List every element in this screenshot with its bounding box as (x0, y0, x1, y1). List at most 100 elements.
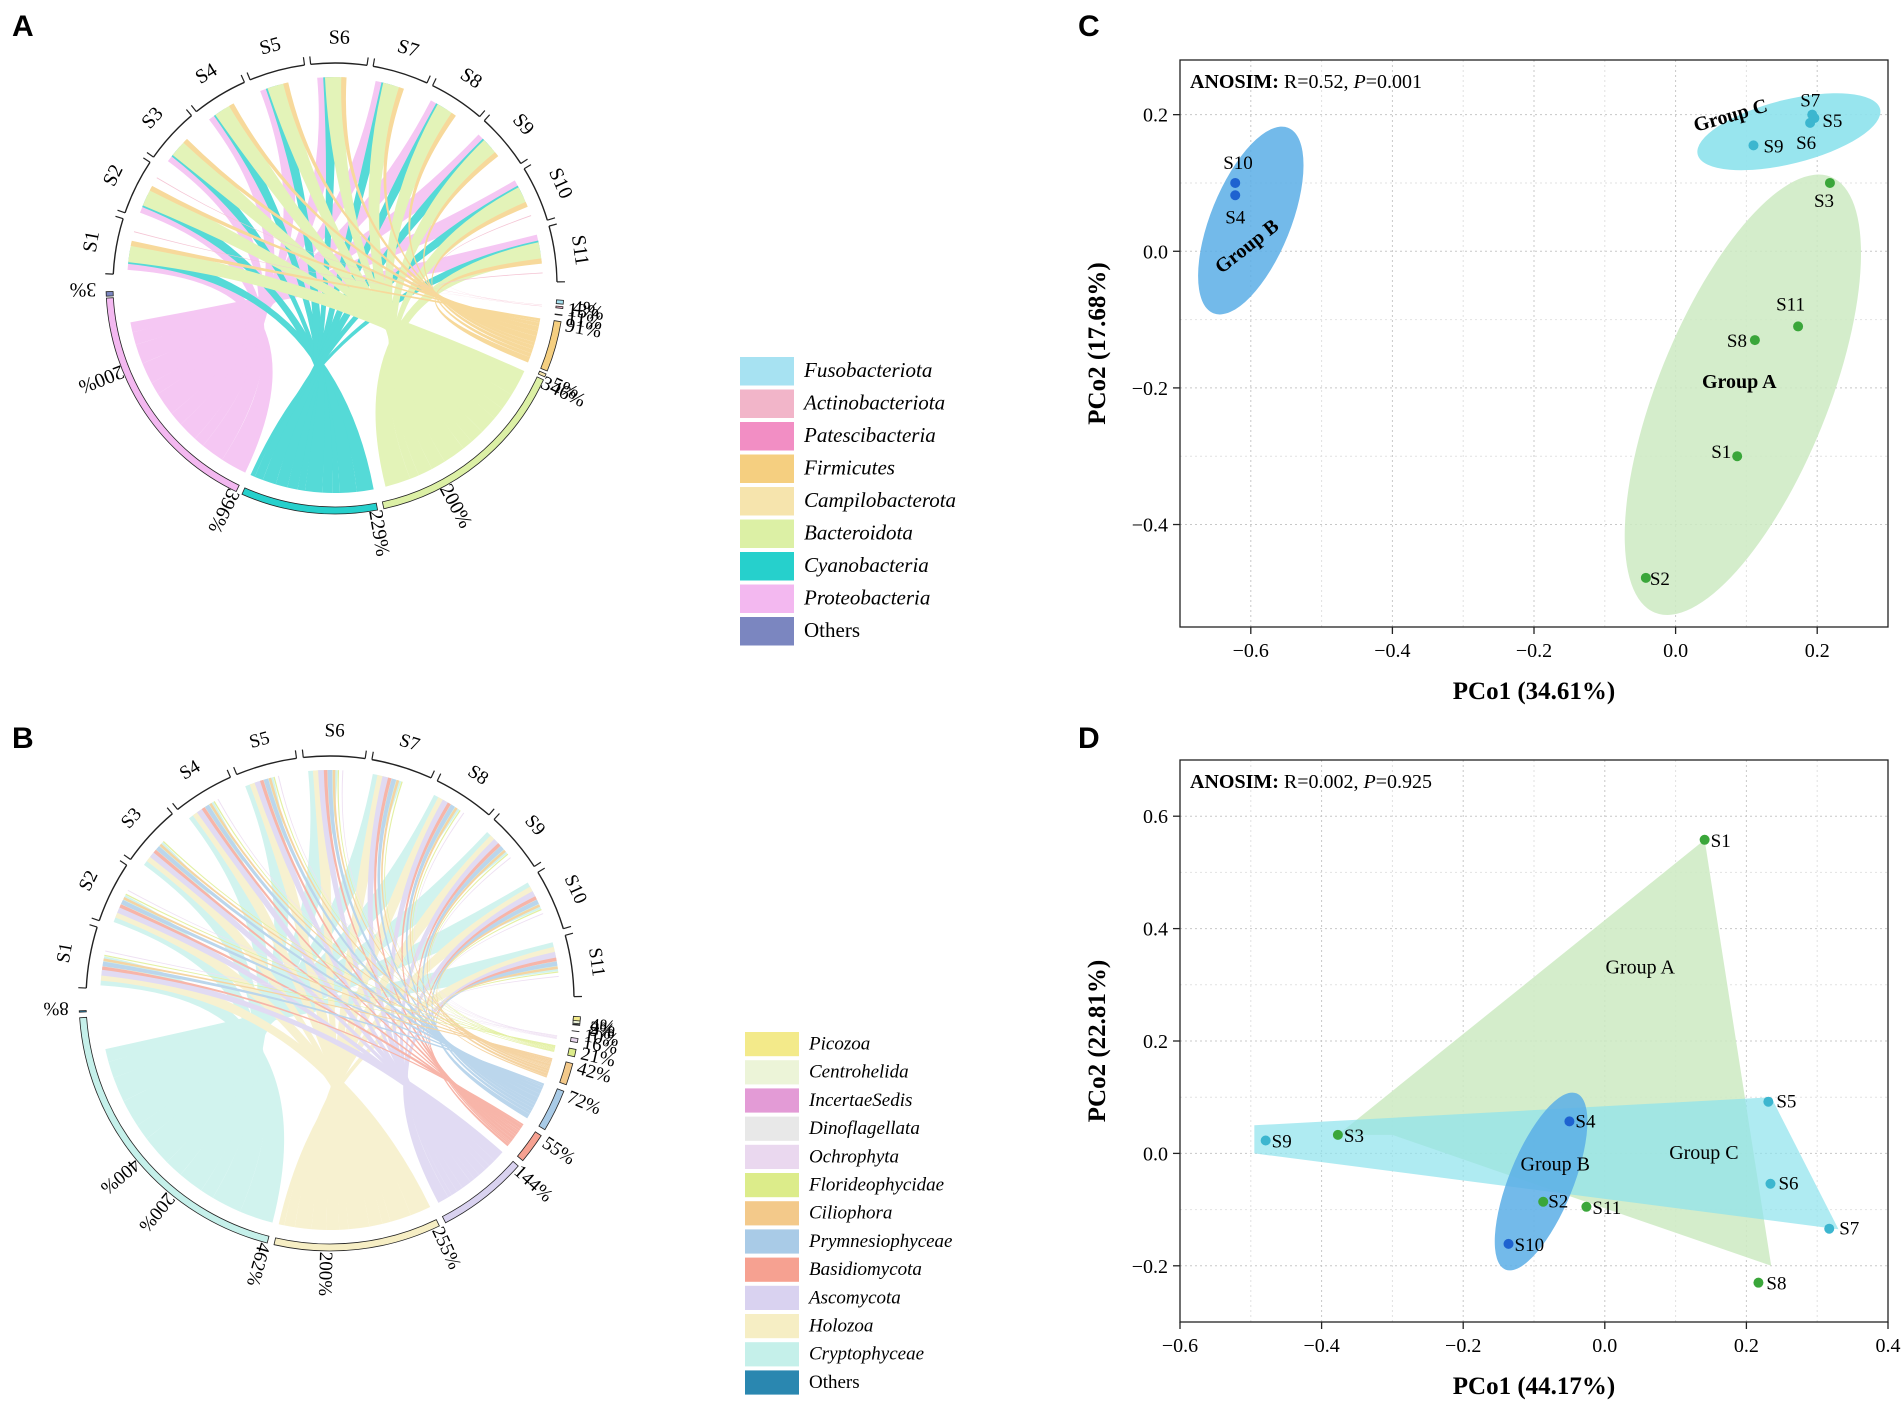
taxon-arc-fusobacteriota (555, 299, 564, 305)
sample-label-s8: S8 (456, 63, 486, 93)
sample-tick (301, 749, 304, 758)
taxon-arc-picozoa (572, 1015, 581, 1022)
taxon-pct-ascomycota: 144% (510, 1161, 557, 1207)
taxon-arc-prymnesiophyceae (538, 1088, 565, 1131)
sample-tick (426, 75, 431, 84)
sample-tick (371, 751, 374, 760)
ribbon-cyanobacteria-s9 (262, 138, 492, 485)
x-axis-label: PCo1 (44.17%) (1453, 1373, 1615, 1400)
point-label-s3: S3 (1814, 191, 1834, 212)
legend-label-proteobacteria: Proteobacteria (803, 586, 930, 610)
x-tick-label: −0.2 (1445, 1335, 1481, 1357)
y-tick-label: −0.2 (1132, 378, 1168, 400)
sample-tick (483, 114, 491, 122)
sample-label-s5: S5 (247, 727, 272, 753)
panel-letter-b: B (12, 722, 34, 755)
group-ellipse-group-b (1198, 126, 1304, 315)
sample-tick (366, 57, 369, 66)
point-label-s1: S1 (1711, 442, 1731, 463)
legend-label-fusobacteriota: Fusobacteriota (803, 358, 932, 382)
taxon-arc-ascomycota (441, 1160, 519, 1224)
ribbon-cyanobacteria-s8 (275, 103, 448, 488)
x-tick-label: 0.2 (1734, 1335, 1759, 1357)
sample-tick (565, 932, 574, 936)
sample-tick (547, 217, 556, 221)
legend: Picozoa Centrohelida IncertaeSedis Dinoflag… (745, 1032, 953, 1395)
legend-label-others: Others (809, 1372, 860, 1393)
group-ellipse-group-a (1624, 174, 1862, 615)
taxon-pct-others: 8% (43, 997, 69, 1019)
anosim-p-value: =0.001 (1366, 71, 1422, 93)
point-s1 (1732, 451, 1743, 462)
taxon-pct-centrohelida: 2% (589, 1018, 617, 1042)
ribbon-holozoa-s8 (311, 797, 453, 1230)
legend-swatch-bacteroidota (740, 519, 794, 548)
legend-label-actinobacteriota: Actinobacteriota (802, 391, 945, 415)
legend-swatch-holozoa (745, 1314, 799, 1339)
point-s10 (1230, 177, 1241, 188)
taxon-pct-proteobacteria: 396% (203, 485, 244, 537)
y-tick-label: −0.2 (1132, 1256, 1168, 1278)
sample-tick (115, 215, 124, 220)
sample-arc-s2 (98, 864, 128, 921)
legend-label-incertaesedis: IncertaeSedis (808, 1090, 912, 1111)
sample-tick (166, 807, 173, 815)
sample-tick (294, 750, 298, 759)
taxon-mid-label-proteobacteria: 200% (76, 360, 127, 398)
ribbon-bacteroidota-s10 (388, 187, 528, 479)
point-label-s2: S2 (1650, 569, 1670, 590)
legend-swatch-others (745, 1370, 799, 1395)
legend-label-prymnesiophyceae: Prymnesiophyceae (808, 1231, 953, 1252)
ribbon-bacteroidota-s6 (324, 77, 472, 449)
point-s5 (1763, 1096, 1774, 1107)
ribbon-cryptophyceae-s4 (180, 801, 269, 1191)
point-label-s5: S5 (1822, 111, 1842, 132)
x-tick-label: −0.4 (1374, 640, 1410, 662)
taxon-arc-bacteroidota (381, 376, 544, 510)
ribbon-proteobacteria-s1 (127, 247, 273, 473)
ribbon-prymnesiophyceae-s10 (431, 899, 539, 1115)
point-label-s11: S11 (1776, 294, 1805, 315)
sample-tick (143, 157, 151, 163)
sample-label-s10: S10 (544, 165, 577, 202)
x-tick-label: 0.2 (1805, 640, 1830, 662)
sample-tick (246, 72, 251, 81)
sample-tick (548, 223, 557, 227)
legend-swatch-centrohelida (745, 1060, 799, 1085)
taxon-arc-others (78, 1010, 87, 1013)
taxon-arc-patescibacteria (554, 313, 563, 316)
ribbon-holozoa-s2 (115, 902, 411, 1222)
ribbon-firmicutes-s11 (434, 258, 542, 363)
ribbon-ascomycota-s3 (149, 849, 490, 1170)
point-s7 (1807, 109, 1818, 120)
taxon-pct-dinoflagellata: 10% (583, 1025, 621, 1051)
anosim-annotation: ANOSIM: R=0.52, P=0.001 (1190, 71, 1422, 93)
sample-tick (432, 78, 437, 86)
legend-label-cyanobacteria: Cyanobacteria (804, 553, 929, 577)
sample-arc-s5 (236, 757, 297, 776)
ribbon-bacteroidota-s3 (172, 139, 503, 419)
y-tick-label: 0.2 (1143, 1031, 1168, 1053)
taxon-arc-ochrophyta (570, 1037, 579, 1044)
point-label-s6: S6 (1796, 133, 1816, 154)
panel-letter-c: C (1078, 10, 1100, 43)
taxon-pct-picozoa: 4% (589, 1015, 616, 1038)
legend-swatch-cyanobacteria (740, 552, 794, 581)
point-label-s4: S4 (1225, 207, 1246, 228)
sample-tick (240, 74, 245, 83)
sample-label-s7: S7 (395, 35, 422, 62)
taxon-arc-dinoflagellata (571, 1030, 580, 1033)
anosim-label: ANOSIM: (1190, 71, 1279, 93)
sample-label-s11: S11 (584, 946, 609, 978)
taxon-pct-holozoa: 255% (427, 1224, 465, 1273)
y-tick-label: 0.0 (1143, 241, 1168, 263)
point-s4 (1230, 190, 1241, 201)
taxon-pct-cryptophyceae: 462% (242, 1240, 274, 1288)
sample-tick (172, 802, 179, 810)
ribbon-cryptophyceae-s9 (113, 832, 508, 1102)
point-label-s3: S3 (1344, 1126, 1364, 1147)
point-label-s7: S7 (1800, 91, 1820, 112)
anosim-r: R=0.52, (1279, 71, 1354, 93)
sample-arc-s4 (177, 776, 231, 811)
sample-arc-s7 (371, 758, 432, 779)
